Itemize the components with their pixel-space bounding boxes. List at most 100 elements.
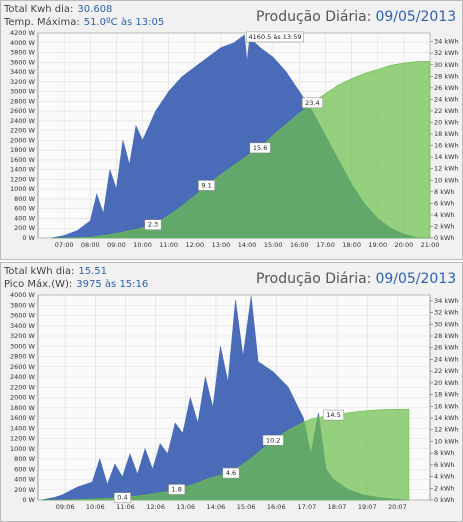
y-tick-label: 2600 W <box>10 363 36 371</box>
y2-tick-label: 0 kWh <box>434 496 455 504</box>
y-tick-label: 0 W <box>22 234 35 242</box>
y2-tick-label: 22 kWh <box>434 107 459 115</box>
y2-tick-label: 2 kWh <box>434 222 455 230</box>
y2-tick-label: 24 kWh <box>434 95 459 103</box>
y-tick-label: 3800 W <box>10 301 36 309</box>
y-tick-label: 200 W <box>14 224 35 232</box>
y2-tick-label: 4 kWh <box>434 211 455 219</box>
stat-value: 3975 às 15:16 <box>76 278 148 290</box>
x-tick-label: 11:06 <box>116 503 135 511</box>
y-tick-label: 3000 W <box>10 88 36 96</box>
label-box <box>249 142 271 154</box>
y-tick-label: 2800 W <box>10 353 36 361</box>
stat-value: 15.51 <box>78 266 107 277</box>
energy-label: 9.1 <box>201 181 211 189</box>
y-tick-label: 4200 W <box>10 29 36 37</box>
y2-tick-label: 10 kWh <box>434 176 459 184</box>
x-tick-label: 07:00 <box>55 241 74 249</box>
y-tick-label: 3600 W <box>10 312 36 320</box>
y2-tick-label: 6 kWh <box>434 199 455 207</box>
y-tick-label: 600 W <box>14 465 35 473</box>
label-box <box>323 409 344 421</box>
peak-label: 4160.5 às 13:59 <box>249 33 302 41</box>
y-tick-label: 3400 W <box>10 322 36 330</box>
energy-label: 10.2 <box>266 436 280 444</box>
y-tick-label: 1000 W <box>10 185 36 193</box>
x-tick-label: 21:00 <box>421 241 440 249</box>
y-tick-label: 3600 W <box>10 58 36 66</box>
x-tick-label: 14:06 <box>207 503 226 511</box>
y2-tick-label: 18 kWh <box>434 130 459 138</box>
label-box <box>114 492 131 503</box>
x-tick-label: 08:00 <box>81 241 100 249</box>
y-tick-label: 1200 W <box>10 175 36 183</box>
y-tick-label: 600 W <box>14 205 35 213</box>
y-tick-label: 3200 W <box>10 78 36 86</box>
stat-label: Temp. Máxima: <box>3 16 80 28</box>
x-tick-label: 18:00 <box>342 241 361 249</box>
y2-tick-label: 16 kWh <box>434 402 459 410</box>
x-tick-label: 12:06 <box>146 503 165 511</box>
stat-label: Pico Máx.(W): <box>4 278 72 290</box>
x-tick-label: 16:00 <box>290 241 309 249</box>
y-tick-label: 1400 W <box>10 166 36 174</box>
y2-tick-label: 2 kWh <box>434 484 455 492</box>
label-box <box>262 435 284 446</box>
x-tick-label: 15:06 <box>237 503 256 511</box>
y2-tick-label: 22 kWh <box>434 367 459 375</box>
y-tick-label: 200 W <box>14 486 35 494</box>
x-tick-label: 19:00 <box>368 241 387 249</box>
label-box <box>222 467 240 479</box>
x-tick-label: 20:00 <box>394 241 413 249</box>
x-tick-label: 09:00 <box>107 241 126 249</box>
y-tick-label: 3200 W <box>10 332 36 340</box>
y-tick-label: 2000 W <box>10 136 36 144</box>
stat-label: Total Kwh dia: <box>3 4 73 15</box>
y-tick-label: 2400 W <box>10 373 36 381</box>
energy-label: 1.8 <box>172 485 182 493</box>
y-tick-label: 2200 W <box>10 383 36 391</box>
chart-title: Produção Diária: <box>256 9 371 25</box>
y2-tick-label: 28 kWh <box>434 72 459 80</box>
x-tick-label: 13:06 <box>176 503 195 511</box>
y2-tick-label: 32 kWh <box>434 49 459 57</box>
label-box <box>246 31 304 43</box>
x-tick-label: 18:07 <box>328 503 347 511</box>
x-tick-label: 17:07 <box>298 503 317 511</box>
energy-label: 0.4 <box>117 494 127 502</box>
label-box <box>168 484 186 495</box>
y2-tick-label: 8 kWh <box>434 188 455 196</box>
y2-tick-label: 12 kWh <box>434 165 459 173</box>
y2-tick-label: 30 kWh <box>434 61 459 69</box>
y2-tick-label: 14 kWh <box>434 414 459 422</box>
label-box <box>301 97 323 109</box>
x-tick-label: 10:00 <box>133 241 152 249</box>
y2-tick-label: 14 kWh <box>434 153 459 161</box>
y-tick-label: 4000 W <box>10 39 36 47</box>
y-tick-label: 800 W <box>14 455 35 463</box>
x-tick-label: 11:00 <box>159 241 178 249</box>
y-tick-label: 1600 W <box>10 156 36 164</box>
x-tick-label: 15:00 <box>264 241 283 249</box>
y-tick-label: 400 W <box>14 476 35 484</box>
label-box <box>144 219 162 230</box>
y-tick-label: 2200 W <box>10 127 36 135</box>
stat-value: 51.0ºC às 13:05 <box>84 16 164 28</box>
x-tick-label: 17:00 <box>316 241 335 249</box>
y-tick-label: 3000 W <box>10 342 36 350</box>
y-tick-label: 0 W <box>22 496 35 504</box>
y2-tick-label: 16 kWh <box>434 142 459 150</box>
x-tick-label: 09:06 <box>56 503 75 511</box>
y-tick-label: 800 W <box>14 195 35 203</box>
y2-tick-label: 26 kWh <box>434 344 459 352</box>
y2-tick-label: 18 kWh <box>434 391 459 399</box>
x-tick-label: 13:00 <box>212 241 231 249</box>
x-tick-label: 12:00 <box>185 241 204 249</box>
energy-label: 23.4 <box>305 99 319 107</box>
y-tick-label: 1200 W <box>10 435 36 443</box>
y2-tick-label: 6 kWh <box>434 461 455 469</box>
y-tick-label: 1800 W <box>10 404 36 412</box>
y2-tick-label: 12 kWh <box>434 426 459 434</box>
y2-tick-label: 30 kWh <box>434 320 459 328</box>
y2-tick-label: 8 kWh <box>434 449 455 457</box>
